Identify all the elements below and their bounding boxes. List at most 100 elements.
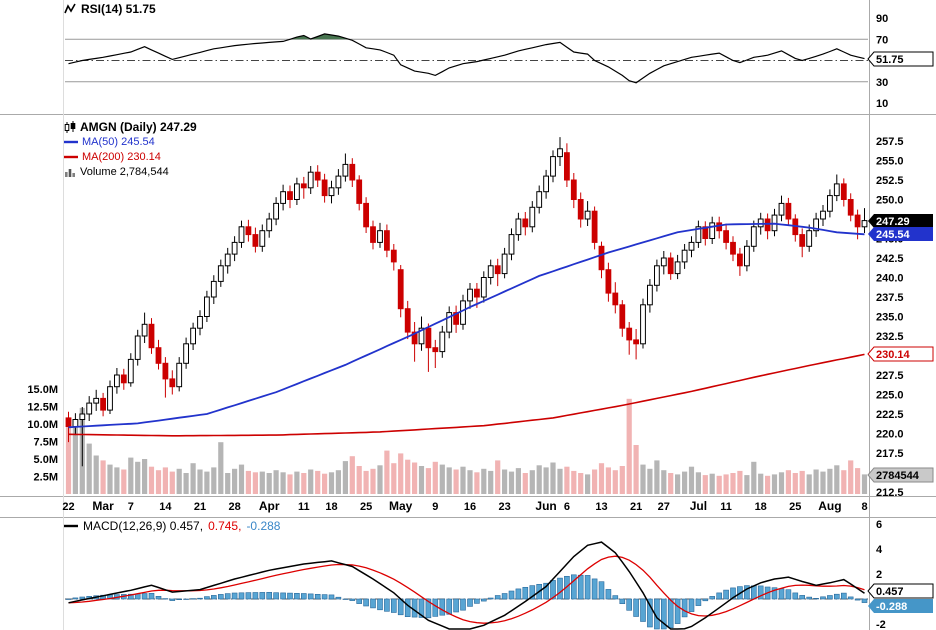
rsi-panel: 90 70 30 10 — [65, 13, 888, 110]
svg-text:10: 10 — [876, 98, 888, 110]
svg-text:25: 25 — [789, 501, 801, 513]
volume-legend: Volume 2,784,544 — [64, 165, 197, 179]
svg-text:242.5: 242.5 — [876, 253, 904, 265]
rsi-legend: RSI(14) 51.75 — [64, 2, 156, 16]
svg-text:Jul: Jul — [690, 499, 707, 513]
candlestick-icon — [64, 120, 76, 133]
macd-hist-value: -0.288 — [246, 519, 281, 533]
svg-text:245.54: 245.54 — [876, 229, 911, 241]
svg-text:4: 4 — [876, 544, 883, 556]
svg-text:252.5: 252.5 — [876, 175, 904, 187]
svg-text:Apr: Apr — [259, 499, 280, 513]
macd-panel — [65, 541, 868, 630]
ma200-line — [68, 353, 865, 437]
svg-text:230.14: 230.14 — [876, 349, 911, 361]
rsi-icon — [64, 3, 76, 14]
symbol-title: AMGN (Daily) 247.29 — [80, 120, 197, 134]
svg-text:9: 9 — [432, 501, 438, 513]
svg-text:255.0: 255.0 — [876, 156, 904, 168]
macd-signal-value: 0.745, — [208, 519, 242, 533]
macd-hist-tag — [868, 599, 933, 613]
ma50-line-icon — [64, 140, 78, 144]
svg-text:-2: -2 — [876, 619, 886, 630]
svg-text:Aug: Aug — [818, 499, 841, 513]
svg-text:250.0: 250.0 — [876, 195, 904, 207]
svg-text:15.0M: 15.0M — [27, 384, 58, 396]
svg-text:7.5M: 7.5M — [34, 437, 58, 449]
volume-bars — [65, 398, 868, 494]
svg-text:21: 21 — [194, 501, 206, 513]
svg-text:5.0M: 5.0M — [34, 454, 58, 466]
svg-text:51.75: 51.75 — [876, 54, 904, 66]
svg-text:22: 22 — [62, 501, 74, 513]
svg-text:217.5: 217.5 — [876, 448, 904, 460]
rsi-overbought-fill — [290, 33, 349, 40]
svg-text:-0.288: -0.288 — [876, 601, 907, 613]
volume-bars-icon — [65, 169, 75, 177]
svg-text:16: 16 — [464, 501, 476, 513]
svg-text:2784544: 2784544 — [876, 470, 920, 482]
ma200-legend: MA(200) 230.14 — [64, 150, 197, 164]
svg-text:25: 25 — [360, 501, 372, 513]
moving-averages — [68, 222, 865, 437]
svg-text:23: 23 — [498, 501, 510, 513]
svg-text:247.29: 247.29 — [876, 216, 910, 228]
svg-text:257.5: 257.5 — [876, 136, 904, 148]
volume-label: Volume 2,784,544 — [80, 166, 169, 178]
macd-signal-line — [68, 555, 865, 624]
svg-text:14: 14 — [159, 501, 172, 513]
svg-text:237.5: 237.5 — [876, 292, 904, 304]
svg-text:6: 6 — [564, 501, 570, 513]
svg-text:8: 8 — [861, 501, 867, 513]
svg-text:Jun: Jun — [535, 499, 556, 513]
svg-text:227.5: 227.5 — [876, 370, 904, 382]
svg-text:225.0: 225.0 — [876, 390, 904, 402]
ma50-line — [68, 222, 865, 429]
rsi-legend-label: RSI(14) 51.75 — [81, 2, 156, 16]
svg-text:7: 7 — [128, 501, 134, 513]
ma50-label: MA(50) 245.54 — [82, 136, 155, 148]
macd-value-tag — [867, 583, 934, 599]
rsi-line — [68, 33, 865, 84]
svg-text:2.5M: 2.5M — [34, 472, 58, 484]
svg-text:18: 18 — [325, 501, 337, 513]
svg-text:10.0M: 10.0M — [27, 419, 58, 431]
macd-line — [68, 541, 865, 630]
svg-text:30: 30 — [876, 77, 888, 89]
macd-legend: MACD(12,26,9) 0.457, 0.745, -0.288 — [64, 519, 280, 533]
svg-text:18: 18 — [755, 501, 767, 513]
svg-text:27: 27 — [658, 501, 670, 513]
svg-text:232.5: 232.5 — [876, 331, 904, 343]
volume-value-tag — [867, 467, 934, 483]
ma200-label: MA(200) 230.14 — [82, 151, 161, 163]
svg-text:240.0: 240.0 — [876, 273, 904, 285]
macd-line-icon — [64, 524, 78, 528]
macd-label: MACD(12,26,9) 0.457, — [83, 519, 204, 533]
ma50-legend: MA(50) 245.54 — [64, 135, 197, 149]
last-price-tag — [868, 214, 933, 228]
svg-text:90: 90 — [876, 13, 888, 25]
svg-text:13: 13 — [595, 501, 607, 513]
svg-text:11: 11 — [298, 501, 310, 513]
svg-text:2: 2 — [876, 569, 882, 581]
svg-text:6: 6 — [876, 519, 882, 531]
svg-text:28: 28 — [228, 501, 240, 513]
ma200-line-icon — [64, 155, 78, 159]
svg-text:220.0: 220.0 — [876, 429, 904, 441]
symbol-legend: AMGN (Daily) 247.29 MA(50) 245.54 MA(200… — [64, 120, 197, 179]
candles — [65, 137, 868, 467]
ma200-value-tag — [867, 346, 934, 362]
axis-labels: 257.5255.0252.5250.0245.0242.5240.0237.5… — [27, 136, 903, 630]
rsi-value-tag — [867, 51, 934, 67]
symbol-title-row: AMGN (Daily) 247.29 — [64, 120, 197, 134]
svg-text:11: 11 — [720, 501, 732, 513]
svg-text:235.0: 235.0 — [876, 312, 904, 324]
svg-text:222.5: 222.5 — [876, 409, 904, 421]
svg-text:Mar: Mar — [92, 499, 114, 513]
svg-text:12.5M: 12.5M — [27, 402, 58, 414]
ma50-value-tag — [868, 227, 933, 241]
